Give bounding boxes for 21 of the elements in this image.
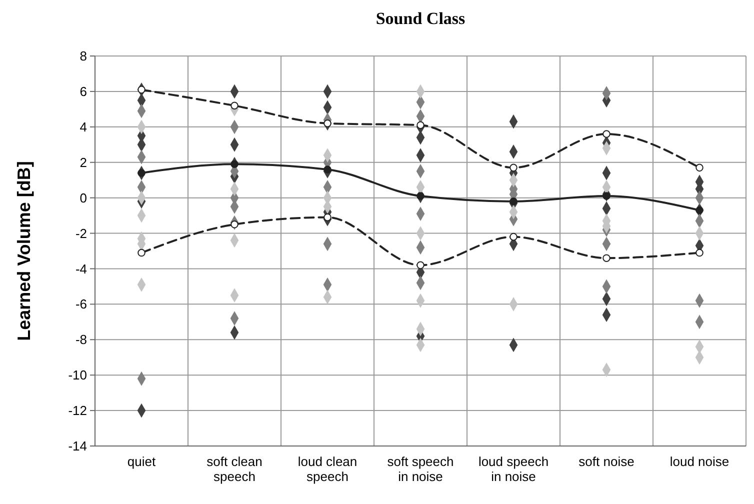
x-tick-label: soft clean speech: [206, 454, 262, 484]
y-tick-label: -8: [75, 332, 87, 348]
x-tick-label: loud noise: [670, 454, 730, 469]
y-tick-label: -2: [75, 226, 87, 241]
y-tick-label: 8: [80, 48, 87, 64]
x-tick-label: soft speech in noise: [387, 454, 454, 484]
y-tick-label: 0: [80, 190, 87, 206]
y-tick-label: 6: [80, 84, 87, 100]
x-tick-label: loud clean speech: [298, 454, 358, 484]
y-tick-label: 2: [80, 154, 87, 170]
y-tick-label: -6: [75, 296, 87, 312]
y-tick-label: -12: [68, 403, 87, 418]
y-tick-label: 4: [80, 119, 87, 134]
x-tick-label: loud speech in noise: [478, 454, 549, 484]
chart-title: Sound Class: [376, 9, 466, 28]
y-tick-label: -10: [68, 368, 87, 383]
x-tick-label: quiet: [127, 454, 156, 469]
y-axis-title: Learned Volume [dB]: [14, 161, 34, 341]
x-tick-label: soft noise: [578, 454, 634, 469]
y-tick-label: -4: [75, 261, 87, 276]
y-tick-label: -14: [68, 438, 87, 454]
